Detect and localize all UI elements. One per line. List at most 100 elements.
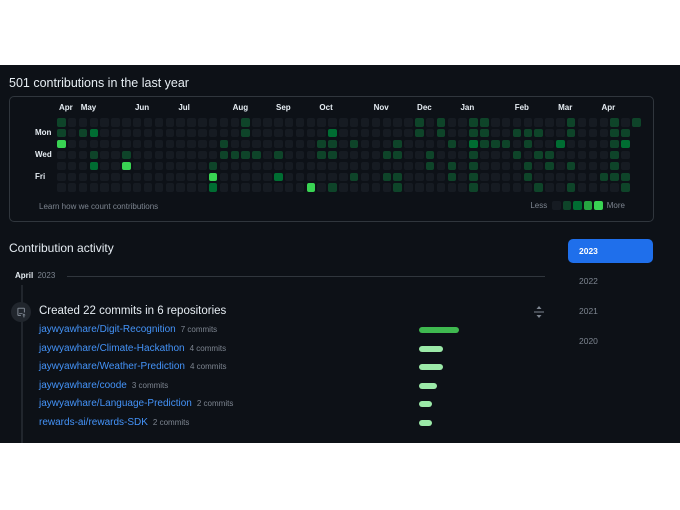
contribution-day-cell[interactable] — [556, 183, 565, 192]
year-2021-button[interactable]: 2021 — [579, 306, 598, 316]
contribution-day-cell[interactable] — [219, 118, 229, 127]
contribution-day-cell[interactable] — [436, 150, 446, 160]
contribution-day-cell[interactable] — [339, 161, 348, 171]
contribution-day-cell[interactable] — [132, 139, 142, 149]
contribution-day-cell[interactable] — [371, 161, 381, 171]
contribution-day-cell[interactable] — [230, 172, 240, 181]
contribution-day-cell[interactable] — [534, 139, 543, 149]
contribution-day-cell[interactable] — [404, 172, 413, 181]
contribution-day-cell[interactable] — [534, 150, 543, 160]
contribution-day-cell[interactable] — [545, 183, 554, 192]
contribution-day-cell[interactable] — [328, 150, 337, 160]
contribution-day-cell[interactable] — [349, 139, 359, 149]
contribution-day-cell[interactable] — [176, 150, 185, 160]
contribution-day-cell[interactable] — [252, 118, 261, 127]
contribution-day-cell[interactable] — [425, 128, 435, 138]
contribution-day-cell[interactable] — [556, 128, 565, 138]
contribution-day-cell[interactable] — [491, 118, 500, 127]
contribution-day-cell[interactable] — [187, 161, 196, 171]
contribution-day-cell[interactable] — [208, 128, 218, 138]
contribution-day-cell[interactable] — [599, 118, 608, 127]
contribution-day-cell[interactable] — [501, 172, 511, 181]
contribution-day-cell[interactable] — [57, 183, 66, 192]
contribution-day-cell[interactable] — [252, 183, 261, 192]
contribution-day-cell[interactable] — [480, 150, 489, 160]
contribution-day-cell[interactable] — [100, 172, 109, 181]
contribution-day-cell[interactable] — [621, 139, 630, 149]
contribution-day-cell[interactable] — [545, 172, 554, 181]
contribution-day-cell[interactable] — [371, 139, 381, 149]
contribution-day-cell[interactable] — [512, 183, 522, 192]
contribution-day-cell[interactable] — [219, 172, 229, 181]
contribution-day-cell[interactable] — [566, 128, 576, 138]
contribution-day-cell[interactable] — [577, 183, 587, 192]
contribution-day-cell[interactable] — [480, 183, 489, 192]
contribution-day-cell[interactable] — [447, 172, 457, 181]
contribution-day-cell[interactable] — [621, 183, 630, 192]
contribution-day-cell[interactable] — [208, 172, 218, 181]
contribution-day-cell[interactable] — [382, 161, 391, 171]
contribution-day-cell[interactable] — [610, 139, 619, 149]
contribution-day-cell[interactable] — [317, 150, 326, 160]
contribution-day-cell[interactable] — [219, 161, 229, 171]
contribution-day-cell[interactable] — [447, 128, 457, 138]
contribution-day-cell[interactable] — [100, 161, 109, 171]
contribution-day-cell[interactable] — [295, 172, 305, 181]
contribution-day-cell[interactable] — [360, 150, 370, 160]
contribution-day-cell[interactable] — [284, 172, 294, 181]
contribution-day-cell[interactable] — [371, 118, 381, 127]
contribution-day-cell[interactable] — [349, 183, 359, 192]
contribution-day-cell[interactable] — [284, 118, 294, 127]
contribution-day-cell[interactable] — [556, 161, 565, 171]
contribution-day-cell[interactable] — [491, 172, 500, 181]
contribution-day-cell[interactable] — [143, 128, 153, 138]
contribution-day-cell[interactable] — [588, 150, 598, 160]
contribution-day-cell[interactable] — [263, 139, 272, 149]
contribution-day-cell[interactable] — [415, 183, 424, 192]
contribution-day-cell[interactable] — [501, 161, 511, 171]
repo-link[interactable]: jaywyawhare/Weather-Prediction — [39, 361, 185, 372]
contribution-day-cell[interactable] — [219, 183, 229, 192]
repo-link[interactable]: jaywyawhare/Climate-Hackathon — [39, 342, 185, 354]
contribution-day-cell[interactable] — [198, 161, 207, 171]
contribution-day-cell[interactable] — [610, 118, 619, 127]
contribution-day-cell[interactable] — [111, 128, 120, 138]
contribution-day-cell[interactable] — [67, 161, 77, 171]
contribution-day-cell[interactable] — [480, 161, 489, 171]
contribution-day-cell[interactable] — [404, 150, 413, 160]
contribution-day-cell[interactable] — [523, 172, 533, 181]
contribution-day-cell[interactable] — [447, 150, 457, 160]
contribution-day-cell[interactable] — [458, 183, 467, 192]
contribution-day-cell[interactable] — [566, 183, 576, 192]
contribution-day-cell[interactable] — [198, 128, 207, 138]
contribution-day-cell[interactable] — [143, 150, 153, 160]
contribution-day-cell[interactable] — [382, 172, 391, 181]
contribution-day-cell[interactable] — [187, 118, 196, 127]
contribution-day-cell[interactable] — [198, 172, 207, 181]
contribution-day-cell[interactable] — [219, 139, 229, 149]
contribution-day-cell[interactable] — [328, 183, 337, 192]
contribution-day-cell[interactable] — [588, 161, 598, 171]
contribution-day-cell[interactable] — [306, 183, 316, 192]
contribution-day-cell[interactable] — [122, 161, 131, 171]
contribution-day-cell[interactable] — [599, 150, 608, 160]
contribution-day-cell[interactable] — [556, 150, 565, 160]
contribution-day-cell[interactable] — [89, 118, 99, 127]
contribution-day-cell[interactable] — [208, 183, 218, 192]
contribution-day-cell[interactable] — [512, 161, 522, 171]
contribution-day-cell[interactable] — [425, 150, 435, 160]
contribution-day-cell[interactable] — [415, 161, 424, 171]
commits-summary[interactable]: Created 22 commits in 6 repositories — [39, 305, 227, 317]
contribution-day-cell[interactable] — [534, 128, 543, 138]
contribution-day-cell[interactable] — [284, 161, 294, 171]
contribution-day-cell[interactable] — [491, 161, 500, 171]
contribution-day-cell[interactable] — [512, 128, 522, 138]
contribution-day-cell[interactable] — [67, 150, 77, 160]
contribution-day-cell[interactable] — [371, 183, 381, 192]
contribution-day-cell[interactable] — [349, 150, 359, 160]
contribution-day-cell[interactable] — [577, 139, 587, 149]
commit-count[interactable]: 2 commits — [152, 417, 190, 427]
repo-link[interactable]: jaywyawhare/coode — [39, 379, 127, 391]
contribution-day-cell[interactable] — [274, 150, 283, 160]
contribution-day-cell[interactable] — [404, 139, 413, 149]
